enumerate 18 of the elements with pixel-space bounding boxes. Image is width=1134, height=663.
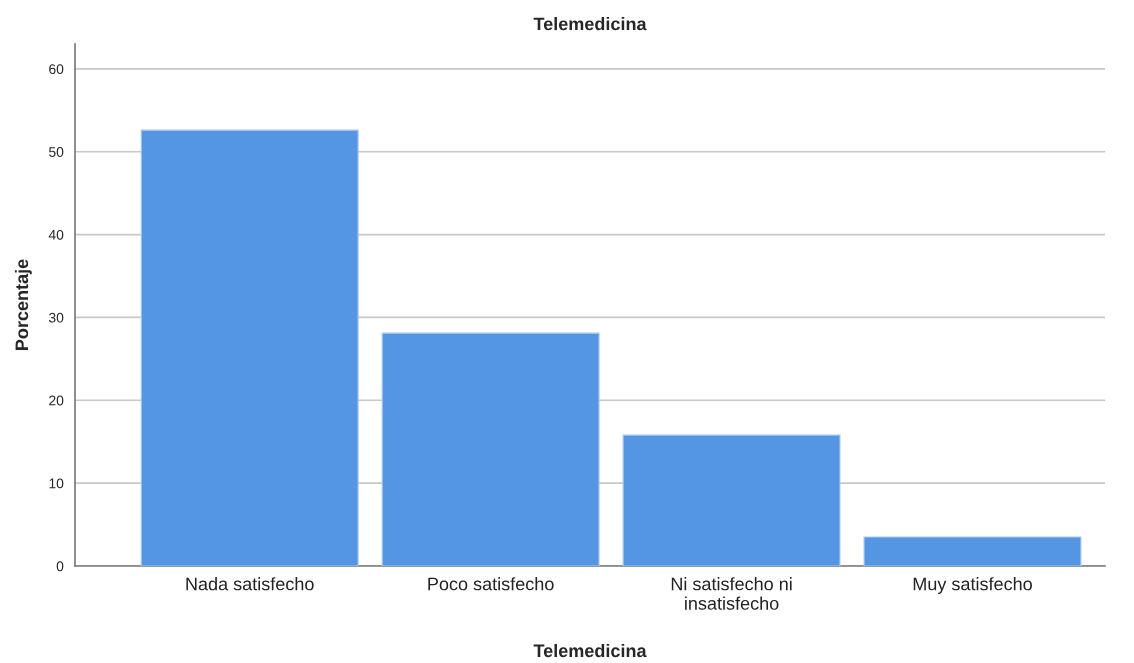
- x-tick-label: Muy satisfecho: [913, 577, 1032, 594]
- x-axis-title: Telemedicina: [533, 643, 647, 658]
- y-tick-label: 20: [49, 395, 64, 406]
- bar: [140, 129, 359, 566]
- y-tick-label: 60: [49, 64, 64, 75]
- chart-title: Telemedicina: [533, 17, 647, 31]
- bar: [381, 332, 600, 566]
- bar: [622, 434, 841, 566]
- y-tick-label: 0: [56, 561, 64, 572]
- y-tick-label: 30: [48, 312, 64, 323]
- x-tick-label: Nada satisfecho: [186, 577, 314, 591]
- y-tick-label: 40: [48, 229, 64, 240]
- y-axis-title: Porcentaje: [14, 259, 32, 350]
- y-tick-label: 50: [49, 147, 64, 157]
- y-tick-label: 10: [49, 478, 64, 489]
- x-tick-label: Poco satisfecho: [428, 577, 554, 591]
- x-tick-label: Ni satisfecho ni insatisfecho: [671, 577, 792, 610]
- bar: [863, 536, 1082, 566]
